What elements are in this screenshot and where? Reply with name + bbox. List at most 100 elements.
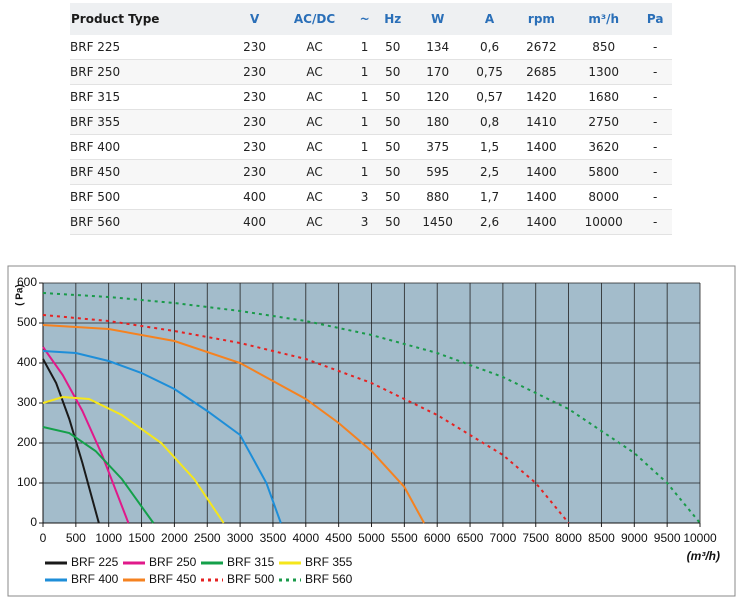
x-tick-label: 5000 [358,531,385,545]
x-tick-label: 7000 [490,531,517,545]
table-cell: 2750 [569,109,639,135]
table-cell: 1 [353,84,376,110]
table-cell: AC [275,209,354,235]
table-cell: 230 [233,159,276,185]
table-cell: 0,75 [465,59,514,85]
table-cell: 50 [375,109,411,135]
table-cell: - [638,35,672,60]
table-cell: 2672 [513,35,570,60]
table-cell: BRF 560 [70,209,234,235]
table-cell: AC [275,159,354,185]
y-tick-label: 500 [17,315,37,329]
x-tick-label: 6000 [424,531,451,545]
table-cell: 50 [375,209,411,235]
column-header: Product Type [70,3,234,35]
table-cell: 120 [410,84,466,110]
table-cell: 1 [353,134,376,160]
table-cell: 50 [375,59,411,85]
table-cell: AC [275,59,354,85]
table-cell: 230 [233,35,276,60]
table-cell: - [638,209,672,235]
x-tick-label: 3500 [260,531,287,545]
table-cell: 8000 [569,184,639,210]
table-cell: 230 [233,84,276,110]
curve [42,324,425,524]
x-tick-label: 2000 [161,531,188,545]
x-tick-label: 8000 [555,531,582,545]
curve [42,350,282,524]
table-cell: BRF 500 [70,184,234,210]
table-cell: AC [275,35,354,60]
table-cell: AC [275,134,354,160]
curve [42,395,225,524]
table-cell: 1300 [569,59,639,85]
table-cell: 850 [569,35,639,60]
table-cell: 2685 [513,59,570,85]
legend-label: BRF 250 [149,555,197,569]
legend-label: BRF 315 [227,555,275,569]
x-tick-label: 8500 [588,531,615,545]
x-tick-label: 0 [40,531,47,545]
column-header: ~ [353,3,376,35]
table-cell: 400 [233,184,276,210]
table-row: BRF 450 230 AC 1 50 595 2,5 1400 5800- [70,159,672,185]
x-tick-label: 9500 [654,531,681,545]
table-cell: 3 [353,209,376,235]
y-tick-label: 100 [17,475,37,489]
table-cell: AC [275,84,354,110]
table-row: BRF 400 230 AC 1 50 375 1,5 1400 3620- [70,134,672,160]
table-cell: 0,57 [465,84,514,110]
table-cell: 1410 [513,109,570,135]
column-header: AC/DC [275,3,354,35]
table-cell: 400 [233,209,276,235]
column-header: A [465,3,514,35]
table-cell: - [638,59,672,85]
x-tick-label: 2500 [194,531,221,545]
table-cell: - [638,159,672,185]
table-cell: 230 [233,109,276,135]
table-cell: 1,7 [465,184,514,210]
y-tick-label: 0 [30,515,37,529]
curve [42,358,100,524]
table-cell: 170 [410,59,466,85]
table-cell: 50 [375,159,411,185]
curve [42,314,570,524]
legend-label: BRF 560 [305,572,353,586]
table-cell: 1420 [513,84,570,110]
table-cell: 880 [410,184,466,210]
table-row: BRF 500 400 AC 3 50 880 1,7 1400 8000- [70,184,672,210]
x-tick-label: 3000 [227,531,254,545]
legend-label: BRF 225 [71,555,119,569]
table-cell: 5800 [569,159,639,185]
table-cell: BRF 400 [70,134,234,160]
table-cell: 0,8 [465,109,514,135]
table-cell: 2,5 [465,159,514,185]
x-tick-label: 6500 [457,531,484,545]
table-cell: 375 [410,134,466,160]
table-cell: 50 [375,184,411,210]
table-cell: 50 [375,35,411,60]
table-body: BRF 225 230 AC 1 50 134 0,6 2672 850- BRF 250 230 A… [70,35,672,235]
x-tick-label: 9000 [621,531,648,545]
table-cell: 180 [410,109,466,135]
table-row: BRF 355 230 AC 1 50 180 0,8 1410 2750- [70,109,672,135]
x-tick-label: 4000 [292,531,319,545]
column-header: Pa [638,3,672,35]
table-cell: 1400 [513,134,570,160]
x-axis-label: (m³/h) [687,549,720,563]
table-cell: 1450 [410,209,466,235]
table-cell: 0,6 [465,35,514,60]
table-cell: 1400 [513,159,570,185]
table-cell: 1400 [513,209,570,235]
table-cell: 595 [410,159,466,185]
table-cell: 10000 [569,209,639,235]
table-cell: BRF 250 [70,59,234,85]
curve [42,426,155,524]
y-tick-label: 600 [17,275,37,289]
y-axis-label: ( Pa) [15,284,26,306]
table-row: BRF 315 230 AC 1 50 120 0,57 1420 1680- [70,84,672,110]
x-tick-label: 4500 [325,531,352,545]
legend-label: BRF 355 [305,555,353,569]
x-tick-label: 1500 [128,531,155,545]
table-cell: AC [275,109,354,135]
